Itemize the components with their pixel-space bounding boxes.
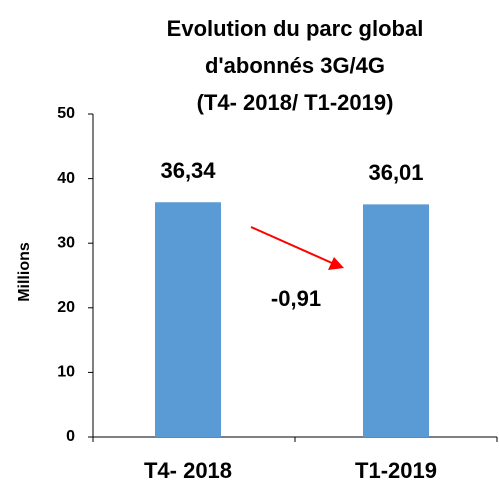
y-tick-label: 40: [57, 170, 75, 187]
arrow-head: [328, 257, 344, 270]
y-axis-label: Millions: [16, 242, 33, 302]
bar: [155, 202, 221, 437]
chart-title: d'abonnés 3G/4G: [205, 53, 385, 78]
arrow-line: [250, 226, 333, 264]
y-tick-label: 30: [57, 234, 75, 251]
x-tick-label: T1-2019: [355, 458, 437, 483]
x-tick-label: T4- 2018: [144, 458, 232, 483]
y-tick-label: 10: [57, 364, 75, 381]
chart-title: (T4- 2018/ T1-2019): [197, 90, 394, 115]
y-tick-label: 50: [57, 105, 75, 122]
annotation: -0,91: [271, 286, 321, 311]
value-label: 36,34: [160, 158, 216, 183]
y-tick-label: 0: [66, 428, 75, 445]
bar: [363, 204, 429, 437]
value-label: 36,01: [368, 160, 423, 185]
y-tick-label: 20: [57, 299, 75, 316]
chart-title: Evolution du parc global: [167, 16, 424, 41]
